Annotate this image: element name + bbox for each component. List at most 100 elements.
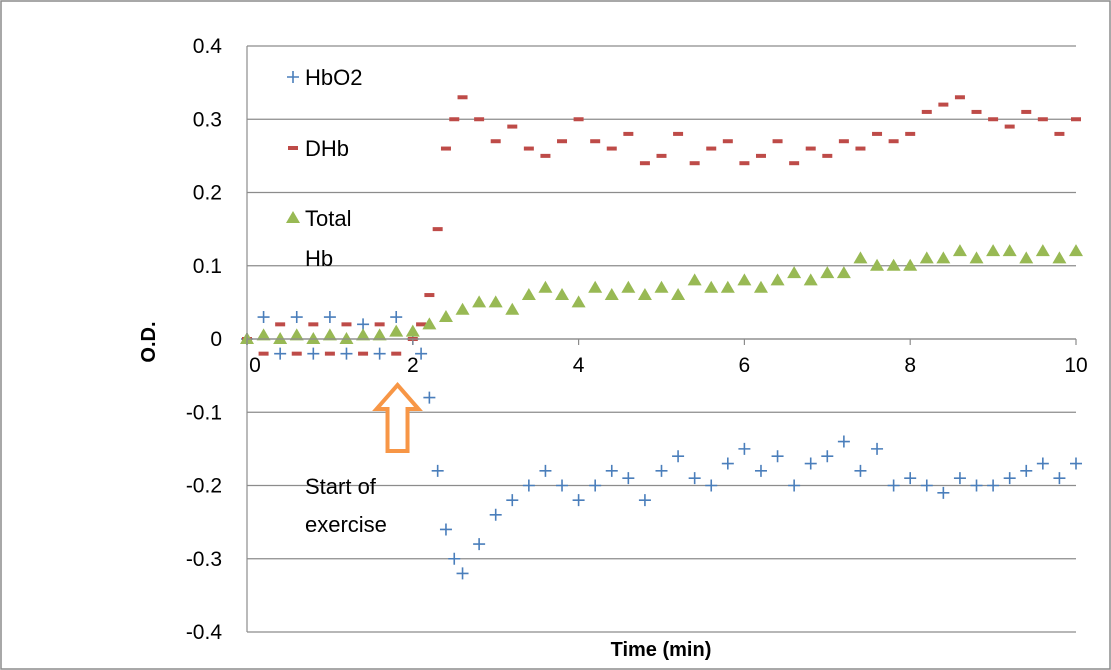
data-point [919, 251, 934, 264]
data-point [720, 280, 735, 293]
data-point [987, 479, 1000, 492]
data-point [405, 324, 420, 337]
data-point [836, 266, 851, 279]
legend-label: Total [305, 206, 351, 231]
data-point [540, 153, 551, 158]
data-point [1036, 457, 1049, 470]
data-point [921, 109, 932, 114]
data-point [672, 450, 685, 463]
data-point [656, 153, 667, 158]
data-point [1021, 109, 1032, 114]
data-point [604, 288, 619, 301]
data-point [506, 494, 519, 507]
data-point [1020, 464, 1033, 477]
data-point [489, 508, 502, 521]
data-point [590, 139, 601, 144]
data-point [953, 472, 966, 485]
data-point [588, 280, 603, 293]
data-point [1070, 457, 1082, 470]
y-tick-label: 0 [210, 328, 222, 351]
series-hbo2 [241, 311, 1082, 580]
data-point [257, 311, 270, 324]
data-point [474, 117, 485, 122]
y-tick-label: 0.2 [193, 182, 222, 205]
data-point [952, 244, 967, 257]
data-point [1069, 244, 1083, 257]
data-point [988, 117, 999, 122]
data-point [341, 322, 352, 327]
data-point [273, 332, 288, 344]
data-point [688, 472, 701, 485]
triangle-marker-icon [286, 211, 300, 223]
legend-label: HbO2 [305, 65, 362, 90]
y-tick-label: -0.1 [186, 401, 222, 424]
data-point [937, 486, 950, 499]
data-point [522, 479, 535, 492]
data-point [622, 472, 635, 485]
data-point [306, 332, 321, 344]
data-point [488, 295, 503, 308]
data-point [753, 280, 768, 293]
data-point [673, 131, 684, 136]
y-tick-label: 0.1 [193, 255, 222, 278]
legend-item: Total Hb [286, 206, 351, 271]
plus-marker-icon [287, 71, 299, 83]
annotation: Start of exercise [305, 381, 423, 537]
data-point [1037, 117, 1048, 122]
data-point [390, 311, 403, 324]
x-tick-label: 8 [904, 354, 916, 377]
data-point [870, 258, 885, 271]
data-point [422, 317, 437, 330]
y-tick-label: 0.4 [193, 35, 223, 58]
data-point [416, 322, 427, 327]
data-point [1053, 472, 1066, 485]
legend-item: HbO2 [287, 65, 362, 90]
data-point [706, 146, 717, 151]
legend-label: DHb [305, 136, 349, 161]
data-point [307, 347, 320, 360]
data-point [821, 450, 834, 463]
data-point [322, 328, 337, 341]
data-point [258, 351, 269, 356]
data-point [1052, 251, 1067, 264]
data-point [573, 117, 584, 122]
data-point [704, 280, 719, 293]
data-point [655, 464, 668, 477]
data-point [439, 523, 452, 536]
data-point [755, 153, 766, 158]
x-tick-label: 10 [1064, 354, 1087, 377]
data-point [705, 479, 718, 492]
data-point [1035, 244, 1050, 257]
data-point [324, 351, 335, 356]
data-point [671, 288, 686, 301]
data-point [507, 124, 518, 129]
data-point [523, 146, 534, 151]
data-point [623, 131, 634, 136]
data-point [871, 442, 884, 455]
y-axis-title: O.D. [138, 321, 160, 362]
data-point [391, 351, 402, 356]
y-axis: 0.4 0.3 0.2 0.1 0 -0.1 -0.2 -0.3 -0.4 [186, 35, 248, 644]
data-point [490, 139, 501, 144]
series-dhb [242, 95, 1081, 356]
data-point [788, 479, 801, 492]
data-point [449, 117, 460, 122]
data-point [687, 273, 702, 286]
data-point [838, 139, 849, 144]
data-point [787, 266, 802, 279]
data-point [722, 139, 733, 144]
data-point [754, 464, 767, 477]
x-tick-label: 6 [739, 354, 751, 377]
data-point [374, 322, 385, 327]
data-point [804, 457, 817, 470]
y-tick-label: 0.3 [193, 108, 222, 131]
data-point [721, 457, 734, 470]
data-point [556, 479, 569, 492]
data-point [431, 464, 444, 477]
data-point [256, 328, 271, 341]
data-point [291, 351, 302, 356]
data-point [855, 146, 866, 151]
data-point [438, 310, 453, 323]
